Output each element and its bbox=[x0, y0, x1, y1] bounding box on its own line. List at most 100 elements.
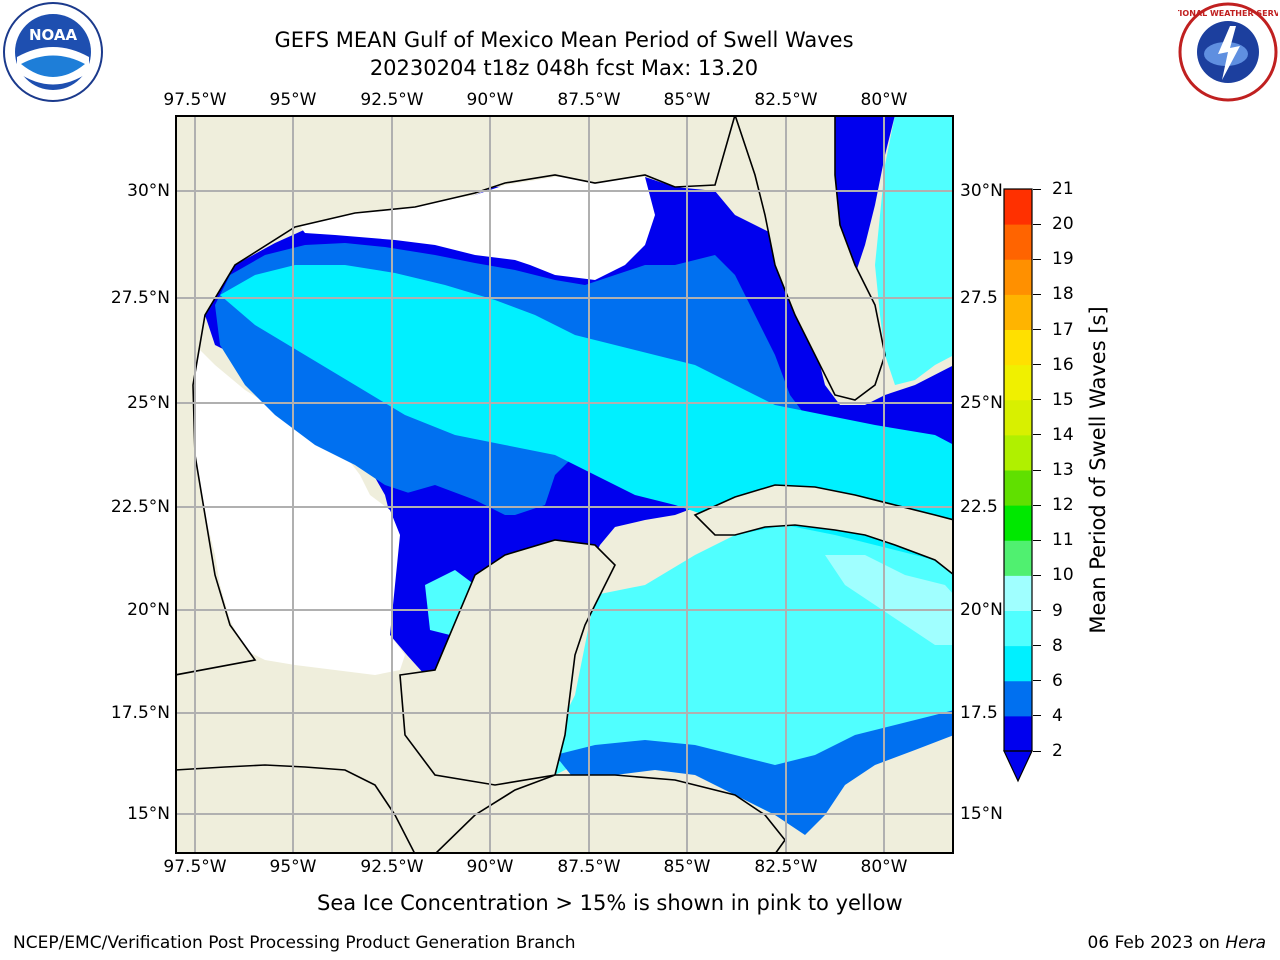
lon-tick-top: 82.5°W bbox=[754, 90, 818, 110]
colorbar-extend-arrow bbox=[1003, 750, 1033, 783]
caribbean-nearshore bbox=[555, 710, 954, 835]
colorbar-tick-label: 20 bbox=[1052, 214, 1074, 235]
colorbar-band bbox=[1004, 610, 1032, 647]
colorbar-label: Mean Period of Swell Waves [s] bbox=[1086, 306, 1110, 634]
colorbar-tick bbox=[1033, 188, 1041, 190]
lon-tick-top: 85°W bbox=[663, 90, 711, 110]
yucatan-land bbox=[399, 539, 616, 786]
colorbar-band bbox=[1004, 680, 1032, 717]
lon-tick-top: 80°W bbox=[860, 90, 908, 110]
lat-tick-right: 15°N bbox=[960, 804, 1003, 824]
colorbar-tick bbox=[1033, 645, 1041, 647]
colorbar-tick bbox=[1033, 364, 1041, 366]
lon-tick-top: 90°W bbox=[466, 90, 514, 110]
host-name: Hera bbox=[1225, 933, 1266, 953]
colorbar-bands bbox=[1004, 189, 1032, 752]
lat-tick-right: 25°N bbox=[960, 393, 1003, 413]
credit-text: NCEP/EMC/Verification Post Processing Pr… bbox=[13, 933, 576, 953]
colorbar-band bbox=[1004, 434, 1032, 471]
colorbar-tick bbox=[1033, 293, 1041, 295]
colorbar-band bbox=[1004, 399, 1032, 436]
colorbar-tick-label: 15 bbox=[1052, 389, 1074, 410]
colorbar-band bbox=[1004, 470, 1032, 506]
colorbar-tick-label: 14 bbox=[1052, 424, 1074, 445]
colorbar-band bbox=[1004, 575, 1032, 611]
colorbar-band bbox=[1004, 259, 1032, 295]
sea-ice-note: Sea Ice Concentration > 15% is shown in … bbox=[317, 891, 903, 915]
noaa-logo-text: NOAA bbox=[29, 26, 78, 44]
colorbar-tick bbox=[1033, 715, 1041, 717]
colorbar-tick bbox=[1033, 504, 1041, 506]
colorbar-tick-label: 17 bbox=[1052, 319, 1074, 340]
lat-tick-right: 20°N bbox=[960, 600, 1003, 620]
colorbar-tick-label: 12 bbox=[1052, 495, 1074, 516]
colorbar-tick-label: 16 bbox=[1052, 354, 1074, 375]
date-text: 06 Feb 2023 on Hera bbox=[1088, 933, 1266, 953]
noaa-logo: NOAA bbox=[3, 2, 103, 106]
lon-tick-bottom: 92.5°W bbox=[360, 857, 424, 877]
nws-logo-text: NATIONAL WEATHER SERVICE bbox=[1178, 9, 1278, 18]
colorbar-tick bbox=[1033, 680, 1041, 682]
lon-tick-top: 92.5°W bbox=[360, 90, 424, 110]
lat-tick-left: 27.5°N bbox=[110, 288, 170, 308]
map-grid bbox=[175, 115, 954, 854]
texas-louisiana-land bbox=[175, 115, 736, 676]
colorbar-tick-label: 6 bbox=[1052, 670, 1063, 691]
colorbar-tick-label: 8 bbox=[1052, 635, 1063, 656]
colorbar-svg bbox=[1003, 188, 1033, 783]
lat-tick-left: 30°N bbox=[127, 181, 170, 201]
colorbar-band bbox=[1004, 645, 1032, 682]
colorbar-band bbox=[1004, 364, 1032, 401]
lat-tick-left: 20°N bbox=[127, 600, 170, 620]
colorbar-band bbox=[1004, 294, 1032, 330]
lon-tick-top: 95°W bbox=[269, 90, 317, 110]
colorbar-tick bbox=[1033, 329, 1041, 330]
colorbar-tick-label: 13 bbox=[1052, 460, 1074, 480]
colorbar-tick-label: 10 bbox=[1052, 565, 1074, 586]
florida-land bbox=[734, 115, 886, 401]
lon-tick-bottom: 87.5°W bbox=[557, 857, 621, 877]
colorbar-tick bbox=[1033, 469, 1041, 471]
lat-tick-right: 22.5 bbox=[960, 497, 998, 517]
colorbar-tick-label: 18 bbox=[1052, 284, 1074, 305]
colorbar-band bbox=[1004, 505, 1032, 541]
colorbar-band bbox=[1004, 540, 1032, 576]
colorbar bbox=[1003, 188, 1033, 783]
colorbar-tick-label: 19 bbox=[1052, 249, 1074, 270]
colorbar-tick bbox=[1033, 434, 1041, 436]
lat-tick-right: 30°N bbox=[960, 181, 1003, 201]
colorbar-tick bbox=[1033, 258, 1041, 260]
colorbar-tick bbox=[1033, 750, 1041, 752]
colorbar-tick bbox=[1033, 574, 1041, 576]
chart-subtitle: 20230204 t18z 048h fcst Max: 13.20 bbox=[369, 56, 759, 80]
lat-tick-left: 25°N bbox=[127, 393, 170, 413]
colorbar-tick bbox=[1033, 610, 1041, 611]
colorbar-tick-label: 11 bbox=[1052, 530, 1074, 551]
chart-title: GEFS MEAN Gulf of Mexico Mean Period of … bbox=[274, 28, 854, 52]
atlantic-water bbox=[875, 115, 954, 385]
lat-tick-left: 15°N bbox=[127, 804, 170, 824]
colorbar-tick bbox=[1033, 539, 1041, 541]
colorbar-band bbox=[1004, 715, 1032, 752]
lon-tick-top: 97.5°W bbox=[163, 90, 227, 110]
lat-tick-left: 17.5°N bbox=[110, 703, 170, 723]
nws-logo: NATIONAL WEATHER SERVICE bbox=[1162, 2, 1280, 106]
lat-tick-right: 17.5 bbox=[960, 703, 998, 723]
lon-tick-bottom: 95°W bbox=[269, 857, 317, 877]
lon-tick-bottom: 80°W bbox=[860, 857, 908, 877]
map-panel bbox=[175, 115, 954, 854]
lon-tick-bottom: 82.5°W bbox=[754, 857, 818, 877]
colorbar-band bbox=[1004, 329, 1032, 366]
nodata-west bbox=[193, 345, 405, 675]
central-america-land bbox=[175, 764, 416, 854]
map-svg bbox=[175, 115, 954, 854]
colorbar-tick bbox=[1033, 223, 1041, 225]
colorbar-band bbox=[1004, 189, 1032, 225]
map-frame bbox=[175, 115, 954, 854]
lat-tick-left: 22.5°N bbox=[110, 497, 170, 517]
colorbar-tick-label: 21 bbox=[1052, 179, 1074, 199]
colorbar-band bbox=[1004, 224, 1032, 260]
colorbar-tick-label: 4 bbox=[1052, 705, 1063, 726]
lat-tick-right: 27.5 bbox=[960, 288, 998, 308]
lon-tick-bottom: 90°W bbox=[466, 857, 514, 877]
